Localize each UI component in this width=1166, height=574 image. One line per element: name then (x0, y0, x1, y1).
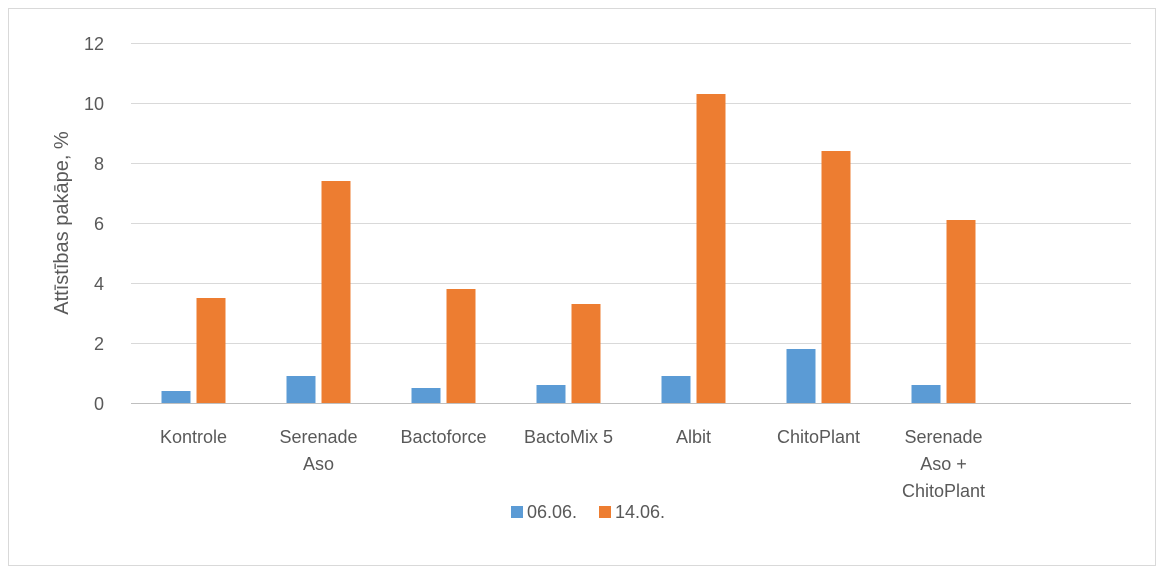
x-tick-label: ChitoPlant (777, 427, 860, 447)
x-tick-label: Bactoforce (400, 427, 486, 447)
y-tick-label: 10 (84, 94, 104, 114)
bar-1406-2 (446, 289, 476, 403)
legend-label: 14.06. (615, 502, 665, 522)
bar-1406-5 (821, 151, 851, 403)
y-tick-labels: 0 2 4 6 8 10 12 (84, 34, 104, 414)
bar-1406-4 (696, 94, 726, 403)
x-tick-label: Albit (676, 427, 711, 447)
x-tick-label: BactoMix 5 (524, 427, 613, 447)
bar-0606-3 (536, 385, 566, 403)
bar-0606-2 (411, 388, 441, 403)
legend: 06.06. 14.06. (511, 502, 665, 522)
bar-0606-6 (911, 385, 941, 403)
x-tick-label: Kontrole (160, 427, 227, 447)
x-tick-labels: Kontrole Serenade Aso Bactoforce BactoMix 5 A… (160, 427, 985, 501)
legend-swatch (599, 506, 611, 518)
bar-0606-5 (786, 349, 816, 403)
y-tick-label: 12 (84, 34, 104, 54)
y-tick-label: 6 (94, 214, 104, 234)
x-tick-label: Aso + (920, 454, 967, 474)
x-tick-label: Serenade (904, 427, 982, 447)
bar-0606-4 (661, 376, 691, 403)
y-axis-label: Attīstības pakāpe, % (51, 131, 73, 315)
bar-0606-0 (161, 391, 191, 403)
bars (161, 94, 976, 403)
y-tick-label: 2 (94, 334, 104, 354)
y-tick-label: 0 (94, 394, 104, 414)
legend-label: 06.06. (527, 502, 577, 522)
x-tick-label: Serenade (279, 427, 357, 447)
x-tick-label: ChitoPlant (902, 481, 985, 501)
x-tick-label: Aso (303, 454, 334, 474)
y-tick-label: 8 (94, 154, 104, 174)
gridlines (131, 43, 1131, 404)
bar-1406-6 (946, 220, 976, 403)
bar-1406-3 (571, 304, 601, 403)
y-tick-label: 4 (94, 274, 104, 294)
legend-swatch (511, 506, 523, 518)
bar-1406-0 (196, 298, 226, 403)
bar-0606-1 (286, 376, 316, 403)
bar-1406-1 (321, 181, 351, 403)
